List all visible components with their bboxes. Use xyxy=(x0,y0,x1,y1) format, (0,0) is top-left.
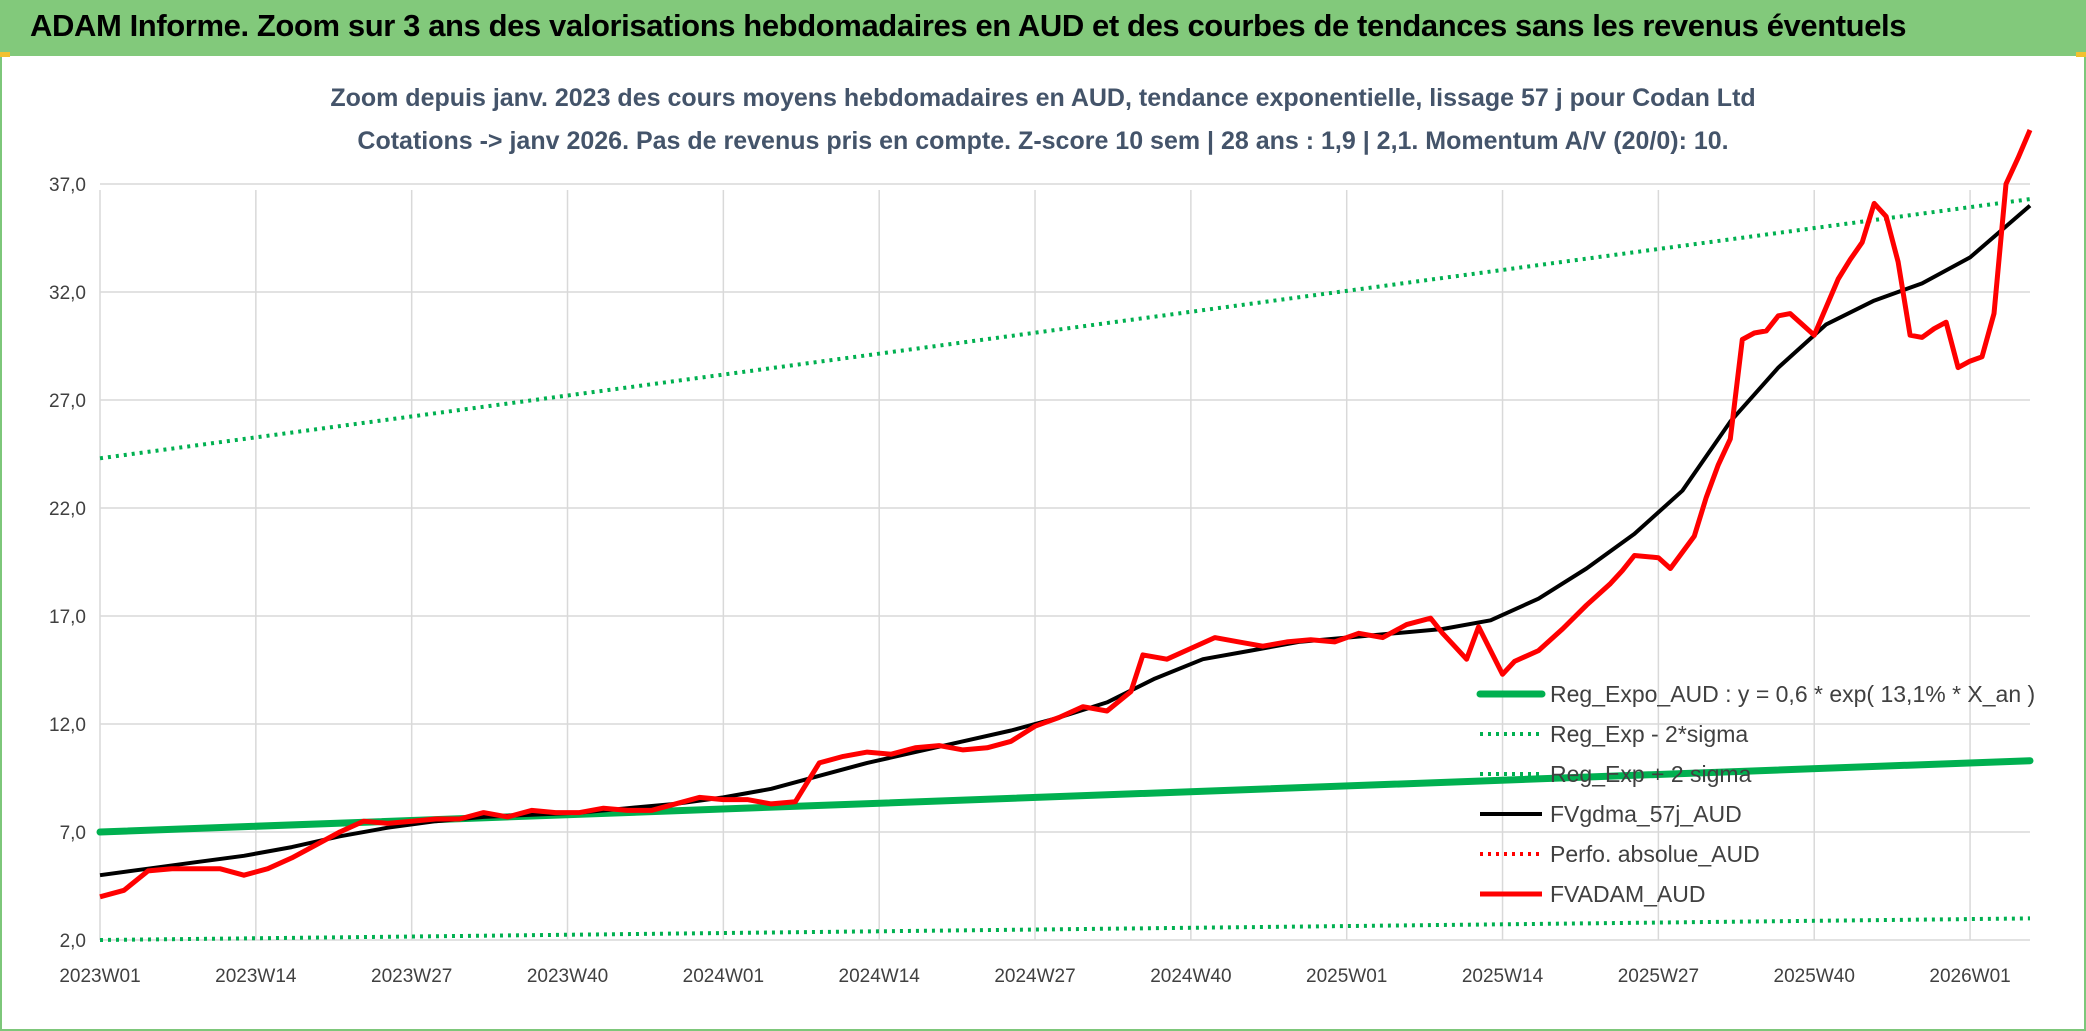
corner-mark-right xyxy=(2076,52,2086,57)
y-tick-label: 32,0 xyxy=(49,283,86,304)
corner-mark-left xyxy=(0,52,10,57)
y-tick-label: 2,0 xyxy=(60,931,86,952)
y-tick-label: 22,0 xyxy=(49,499,86,520)
y-tick-label: 17,0 xyxy=(49,607,86,628)
x-tick-label: 2026W01 xyxy=(1929,966,2010,987)
x-tick-label: 2025W40 xyxy=(1774,966,1855,987)
y-tick-label: 12,0 xyxy=(49,715,86,736)
report-banner: ADAM Informe. Zoom sur 3 ans des valoris… xyxy=(0,0,2086,56)
x-tick-label: 2024W01 xyxy=(683,966,764,987)
y-tick-label: 37,0 xyxy=(49,175,86,196)
legend-label-3: FVgdma_57j_AUD xyxy=(1550,801,1742,827)
series-line-5 xyxy=(99,129,2033,900)
report-title: ADAM Informe. Zoom sur 3 ans des valoris… xyxy=(30,8,1907,43)
chart-subtitle: Cotations -> janv 2026. Pas de revenus p… xyxy=(357,127,1729,155)
x-tick-label: 2025W27 xyxy=(1618,966,1699,987)
series-line-1 xyxy=(99,916,2031,942)
x-tick-label: 2023W27 xyxy=(371,966,452,987)
legend-label-2: Reg_Exp + 2 sigma xyxy=(1550,761,1752,787)
legend-label-0: Reg_Expo_AUD : y = 0,6 * exp( 13,1% * X_… xyxy=(1550,681,2035,707)
x-tick-label: 2024W14 xyxy=(839,966,921,987)
series-line-2 xyxy=(99,197,2031,461)
x-tick-label: 2023W14 xyxy=(215,966,297,987)
y-tick-label: 7,0 xyxy=(60,823,86,844)
legend-label-4: Perfo. absolue_AUD xyxy=(1550,841,1760,867)
chart-title: Zoom depuis janv. 2023 des cours moyens … xyxy=(330,84,1756,112)
x-tick-label: 2023W40 xyxy=(527,966,608,987)
x-tick-label: 2024W27 xyxy=(994,966,1075,987)
legend-label-5: FVADAM_AUD xyxy=(1550,881,1706,907)
legend-label-1: Reg_Exp - 2*sigma xyxy=(1550,721,1748,747)
x-tick-label: 2023W01 xyxy=(59,966,140,987)
x-tick-label: 2025W01 xyxy=(1306,966,1387,987)
x-tick-label: 2024W40 xyxy=(1150,966,1231,987)
x-tick-label: 2025W14 xyxy=(1462,966,1544,987)
y-tick-label: 27,0 xyxy=(49,391,86,412)
